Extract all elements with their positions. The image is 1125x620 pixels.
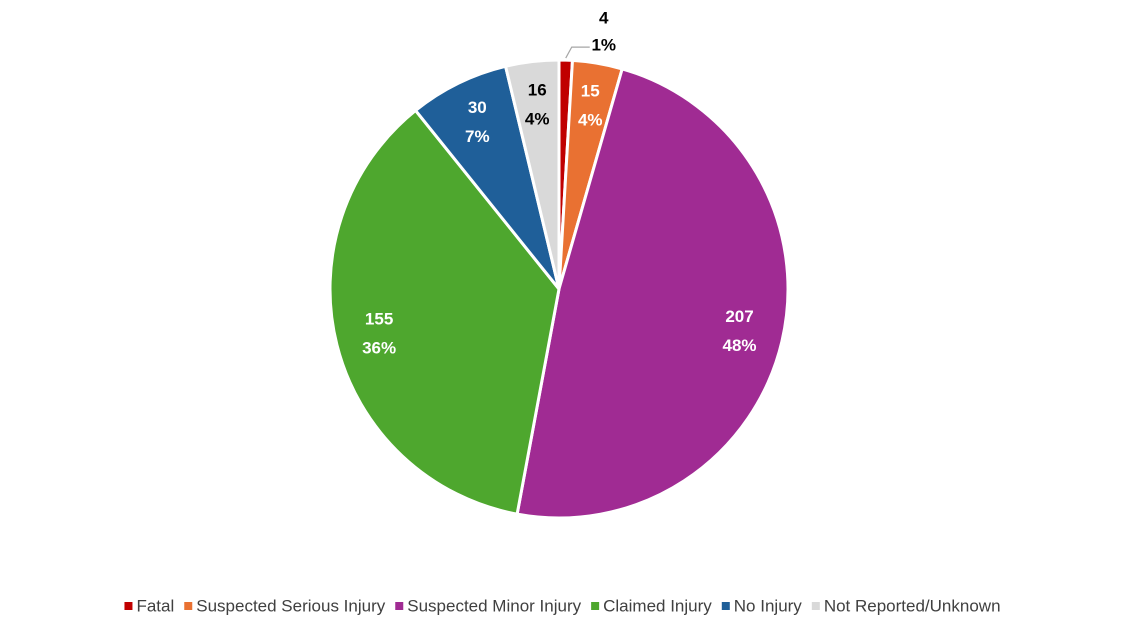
- data-label: 30: [468, 98, 487, 117]
- pie-slice: [515, 67, 790, 520]
- data-label: 207: [725, 307, 753, 326]
- data-label: 16: [528, 80, 547, 99]
- legend-swatch: [591, 602, 600, 610]
- pie-slice: [328, 108, 561, 516]
- pie-slice: [413, 64, 561, 290]
- data-label-percent: 4%: [525, 109, 550, 128]
- data-label-percent: 1%: [591, 36, 616, 55]
- legend-swatch: [721, 602, 730, 610]
- legend-swatch: [124, 602, 133, 610]
- data-label-percent: 4%: [578, 111, 603, 130]
- legend-swatch: [395, 602, 404, 610]
- leader-line: [565, 46, 590, 59]
- data-label: 155: [365, 310, 393, 329]
- legend-label: Suspected Minor Injury: [407, 596, 581, 615]
- legend-label: Suspected Serious Injury: [196, 596, 385, 615]
- legend-swatch: [811, 602, 820, 610]
- legend-label: No Injury: [734, 596, 803, 615]
- legend: Fatal Suspected Serious Injury Suspected M…: [124, 596, 1001, 615]
- legend-swatch: [184, 602, 193, 610]
- data-label: 15: [581, 82, 600, 101]
- data-label: 4: [599, 9, 609, 28]
- legend-label: Not Reported/Unknown: [824, 596, 1001, 615]
- legend-label: Fatal: [136, 596, 174, 615]
- data-label-percent: 48%: [723, 336, 757, 355]
- pie-slice: [503, 58, 561, 290]
- legend-label: Claimed Injury: [603, 596, 712, 615]
- data-label-percent: 7%: [465, 127, 490, 146]
- data-label-percent: 36%: [362, 339, 396, 358]
